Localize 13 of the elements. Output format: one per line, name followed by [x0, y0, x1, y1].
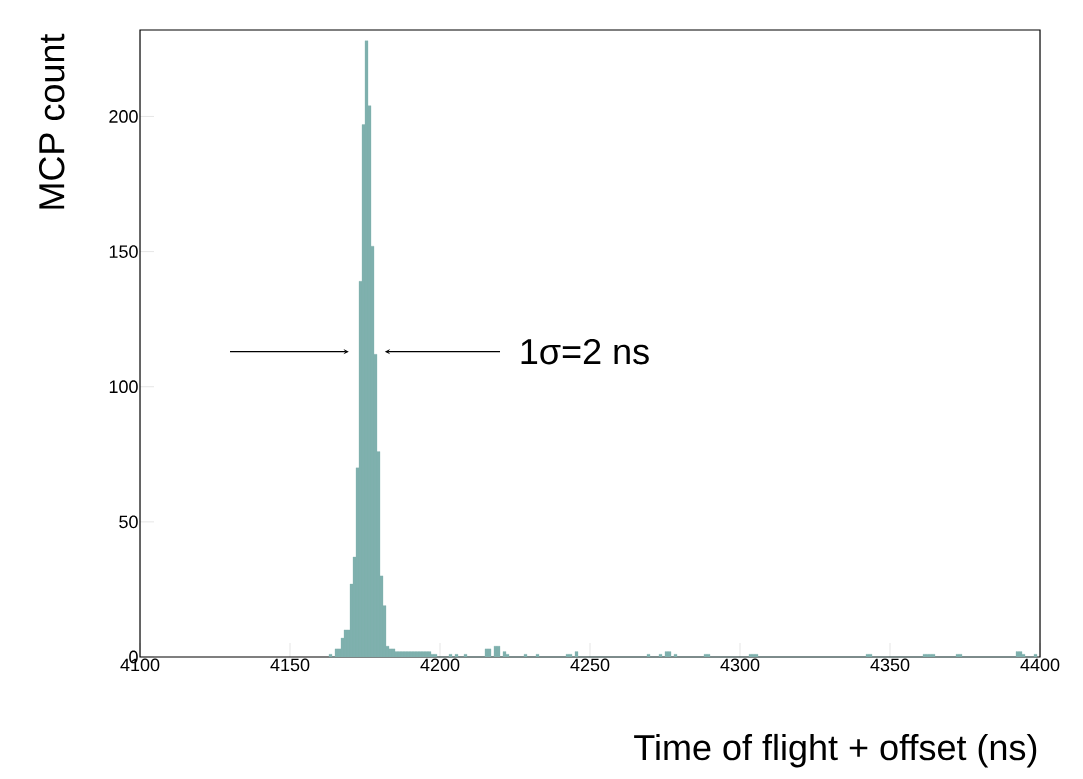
x-tick-label: 4400	[1020, 658, 1060, 672]
x-tick-label: 4300	[720, 658, 760, 672]
annotation: 1σ=2 ns	[521, 338, 649, 365]
x-tick-label: 4150	[270, 658, 310, 672]
y-tick-label: 150	[109, 245, 138, 258]
y-axis-title: MCP count	[39, 33, 65, 209]
y-tick-label: 50	[119, 515, 138, 529]
y-tick-label: 200	[109, 110, 138, 123]
y-tick-label: 100	[109, 380, 138, 394]
x-tick-label: 4350	[870, 658, 910, 672]
x-tick-label: 4200	[420, 658, 460, 672]
x-axis-title: Time of flight + offset (ns)	[634, 733, 1037, 768]
x-tick-label: 4250	[570, 658, 610, 672]
